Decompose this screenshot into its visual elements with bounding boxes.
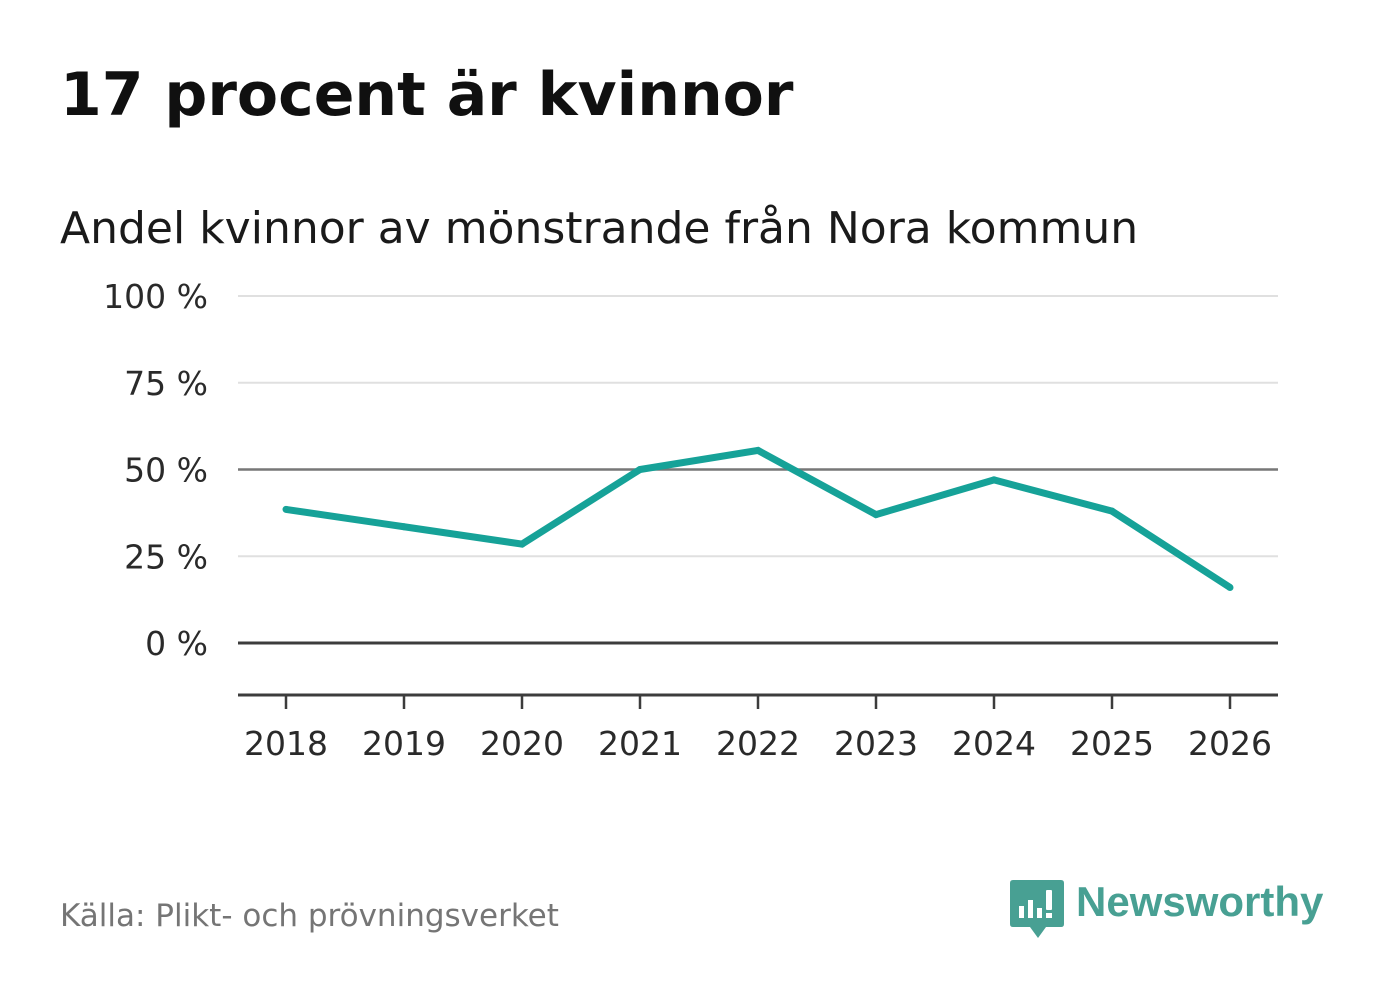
line-chart: 0 % 25 % 50 % 75 % 100 % 2018 2019 2020 2021 202… xyxy=(103,277,1278,763)
y-tick-label-0: 0 % xyxy=(145,624,208,663)
series-lines xyxy=(282,446,1234,591)
x-tick-label-2020: 2020 xyxy=(480,724,564,763)
brand-name: Newsworthy xyxy=(1076,878,1324,925)
series-line-0 xyxy=(285,446,1232,591)
chart-subtitle: Andel kvinnor av mönstrande från Nora ko… xyxy=(60,203,1139,254)
data-point-2023 xyxy=(872,511,880,519)
data-point-2019 xyxy=(400,523,408,531)
data-point-2021 xyxy=(636,466,644,473)
data-point-2026 xyxy=(1226,583,1234,591)
x-tick-label-2023: 2023 xyxy=(834,724,918,763)
data-point-2022 xyxy=(754,446,762,454)
y-tick-label-75: 75 % xyxy=(124,364,208,403)
chart-title: 17 procent är kvinnor xyxy=(60,60,794,130)
data-point-2025 xyxy=(1108,507,1116,515)
source-note: Källa: Plikt- och prövningsverket xyxy=(60,898,559,934)
y-tick-label-25: 25 % xyxy=(124,537,208,576)
gridlines xyxy=(238,295,1278,645)
data-point-2020 xyxy=(518,540,526,548)
brand-logo: Newsworthy xyxy=(1010,878,1324,940)
bar-chart-speech-bubble-icon xyxy=(1010,880,1064,938)
x-tick-label-2026: 2026 xyxy=(1188,724,1272,763)
data-point-2018 xyxy=(282,505,290,513)
y-axis-tick-labels: 0 % 25 % 50 % 75 % 100 % xyxy=(103,277,208,663)
data-point-2024 xyxy=(990,476,998,484)
y-tick-label-100: 100 % xyxy=(103,277,208,316)
x-axis: 2018 2019 2020 2021 2022 2023 2024 2025 2026 xyxy=(238,693,1278,763)
x-tick-label-2022: 2022 xyxy=(716,724,800,763)
x-tick-label-2025: 2025 xyxy=(1070,724,1154,763)
y-tick-label-50: 50 % xyxy=(124,451,208,490)
x-tick-label-2021: 2021 xyxy=(598,724,682,763)
x-tick-label-2024: 2024 xyxy=(952,724,1036,763)
x-tick-label-2019: 2019 xyxy=(362,724,446,763)
x-tick-label-2018: 2018 xyxy=(244,724,328,763)
